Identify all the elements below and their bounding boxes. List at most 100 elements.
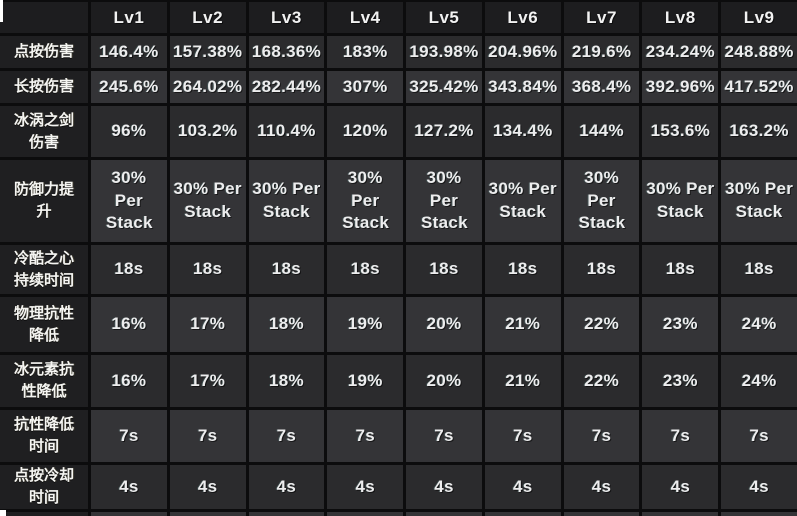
column-header-lv9: Lv9 (721, 2, 797, 33)
table-cell-clipped (327, 512, 404, 516)
column-header-lv8: Lv8 (642, 2, 719, 33)
page-background-sliver-bottom-left (0, 510, 6, 516)
table-cell: 20% (406, 297, 482, 352)
table-cell: 4s (169, 465, 246, 509)
row-label: 冰元素抗性降低 (0, 355, 88, 407)
page-background-sliver-top-left (0, 0, 3, 22)
table-cell: 18s (563, 245, 640, 294)
table-cell: 282.44% (248, 71, 325, 103)
row-label: 冷酷之心持续时间 (0, 245, 88, 294)
table-cell: 21% (484, 355, 561, 407)
row-label: 点按冷却时间 (0, 465, 88, 509)
table-cell: 343.84% (484, 71, 561, 103)
table-cell: 22% (563, 297, 640, 352)
table-cell: 134.4% (484, 106, 561, 157)
row-label: 点按伤害 (0, 36, 88, 68)
table-cell: 30% Per Stack (169, 160, 246, 242)
table-cell: 307% (327, 71, 404, 103)
table-cell: 24% (721, 355, 797, 407)
table-cell-clipped (484, 512, 561, 516)
table-cell: 163.2% (721, 106, 797, 157)
table-cell: 4s (248, 465, 325, 509)
table-cell: 18s (484, 245, 561, 294)
table-cell-clipped (91, 512, 167, 516)
table-cell: 4s (484, 465, 561, 509)
table-cell: 18s (721, 245, 797, 294)
table-cell: 4s (406, 465, 482, 509)
table-cell: 18s (327, 245, 404, 294)
table-cell: 19% (327, 297, 404, 352)
table-cell: 19% (327, 355, 404, 407)
table-cell: 4s (721, 465, 797, 509)
table-cell: 17% (169, 297, 246, 352)
table-cell: 16% (91, 355, 167, 407)
table-cell: 30% Per Stack (327, 160, 404, 242)
table-cell: 7s (406, 410, 482, 462)
table-cell: 245.6% (91, 71, 167, 103)
column-header-lv3: Lv3 (248, 2, 325, 33)
table-cell: 18s (91, 245, 167, 294)
column-header-lv1: Lv1 (91, 2, 167, 33)
table-cell-clipped (642, 512, 719, 516)
table-cell: 18s (642, 245, 719, 294)
table-cell: 4s (563, 465, 640, 509)
table-cell: 4s (327, 465, 404, 509)
table-cell: 7s (721, 410, 797, 462)
row-label: 防御力提升 (0, 160, 88, 242)
table-cell: 417.52% (721, 71, 797, 103)
table-cell-clipped (721, 512, 797, 516)
table-cell: 103.2% (169, 106, 246, 157)
table-cell: 7s (169, 410, 246, 462)
table-cell: 219.6% (563, 36, 640, 68)
table-cell: 22% (563, 355, 640, 407)
row-label: 冰涡之剑伤害 (0, 106, 88, 157)
table-cell: 16% (91, 297, 167, 352)
table-cell: 368.4% (563, 71, 640, 103)
column-header-lv7: Lv7 (563, 2, 640, 33)
table-cell: 110.4% (248, 106, 325, 157)
table-cell-clipped (406, 512, 482, 516)
row-label: 长按伤害 (0, 71, 88, 103)
table-cell: 24% (721, 297, 797, 352)
table-cell-clipped (248, 512, 325, 516)
table-cell: 4s (642, 465, 719, 509)
table-cell: 153.6% (642, 106, 719, 157)
table-cell: 21% (484, 297, 561, 352)
table-cell: 18s (248, 245, 325, 294)
table-cell: 18s (169, 245, 246, 294)
table-cell: 7s (563, 410, 640, 462)
table-cell: 7s (327, 410, 404, 462)
table-cell: 30% Per Stack (642, 160, 719, 242)
table-cell: 392.96% (642, 71, 719, 103)
table-cell: 325.42% (406, 71, 482, 103)
table-cell: 17% (169, 355, 246, 407)
row-label-clipped (0, 512, 88, 516)
table-cell: 193.98% (406, 36, 482, 68)
table-cell: 144% (563, 106, 640, 157)
column-header-lv5: Lv5 (406, 2, 482, 33)
table-cell-clipped (169, 512, 246, 516)
table-cell: 23% (642, 355, 719, 407)
table-cell: 168.36% (248, 36, 325, 68)
table-cell: 204.96% (484, 36, 561, 68)
row-label: 物理抗性降低 (0, 297, 88, 352)
table-cell-clipped (563, 512, 640, 516)
table-cell: 264.02% (169, 71, 246, 103)
table-cell: 234.24% (642, 36, 719, 68)
table-cell: 248.88% (721, 36, 797, 68)
table-cell: 157.38% (169, 36, 246, 68)
table-cell: 4s (91, 465, 167, 509)
corner-cell (0, 2, 88, 33)
table-cell: 96% (91, 106, 167, 157)
column-header-lv4: Lv4 (327, 2, 404, 33)
table-cell: 30% Per Stack (406, 160, 482, 242)
table-cell: 18% (248, 355, 325, 407)
table-cell: 146.4% (91, 36, 167, 68)
table-cell: 7s (248, 410, 325, 462)
table-cell: 18s (406, 245, 482, 294)
table-cell: 7s (484, 410, 561, 462)
table-cell: 30% Per Stack (563, 160, 640, 242)
column-header-lv6: Lv6 (484, 2, 561, 33)
